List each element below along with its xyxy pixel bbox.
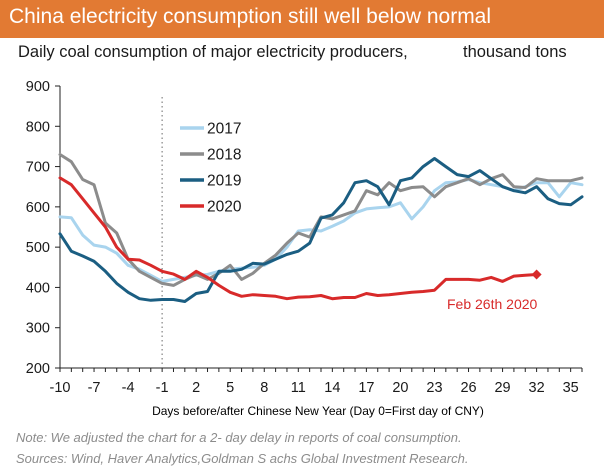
legend-label-2019: 2019	[207, 173, 241, 190]
x-tick-label: -10	[50, 380, 71, 396]
chart-title: China electricity consumption still well…	[0, 0, 604, 38]
chart-units: thousand tons	[463, 43, 567, 61]
x-tick-label: 11	[291, 380, 306, 396]
chart-legend: 2017 2018 2019 2020	[180, 121, 242, 216]
x-tick-label: 26	[460, 380, 476, 396]
chart-source: Sources: Wind, Haver Analytics,Goldman S…	[16, 451, 469, 466]
x-tick-label: 35	[563, 380, 579, 396]
y-tick-label: 700	[26, 160, 50, 176]
x-tick-label: 5	[226, 380, 234, 396]
y-tick-label: 800	[26, 119, 50, 135]
legend-label-2017: 2017	[207, 121, 241, 138]
y-tick-label: 600	[26, 200, 50, 216]
series-line-2019	[58, 157, 584, 303]
x-tick-label: 23	[426, 380, 442, 396]
x-tick-label: 32	[529, 380, 545, 396]
chart-axes: 200 300 400 500 600 700 800 900 -10 -7 -4 -1 2 5 8 11 14…	[26, 79, 583, 396]
chart-subtitle: Daily coal consumption of major electric…	[18, 43, 408, 61]
annotation-label: Feb 26th 2020	[447, 296, 538, 312]
x-tick-label: -4	[122, 380, 135, 396]
x-tick-label: -1	[156, 380, 169, 396]
series-line-2017	[58, 178, 584, 283]
legend-label-2018: 2018	[207, 147, 241, 164]
series-line-2020	[58, 176, 539, 301]
chart-note: Note: We adjusted the chart for a 2- day…	[16, 430, 462, 445]
x-tick-label: 2	[192, 380, 200, 396]
y-tick-label: 500	[26, 240, 50, 256]
legend-label-2020: 2020	[207, 199, 242, 216]
y-tick-label: 200	[26, 361, 50, 377]
series-end-marker-2020	[531, 269, 542, 280]
x-tick-label: -7	[88, 380, 101, 396]
y-tick-label: 900	[26, 79, 50, 95]
x-tick-label: 14	[324, 380, 340, 396]
chart-series	[58, 153, 584, 303]
x-tick-label: 20	[392, 380, 408, 396]
x-axis-label: Days before/after Chinese New Year (Day …	[152, 404, 484, 418]
y-tick-label: 400	[26, 280, 50, 296]
y-tick-label: 300	[26, 321, 50, 337]
x-tick-label: 29	[494, 380, 510, 396]
x-tick-label: 17	[358, 380, 374, 396]
x-tick-label: 8	[260, 380, 268, 396]
